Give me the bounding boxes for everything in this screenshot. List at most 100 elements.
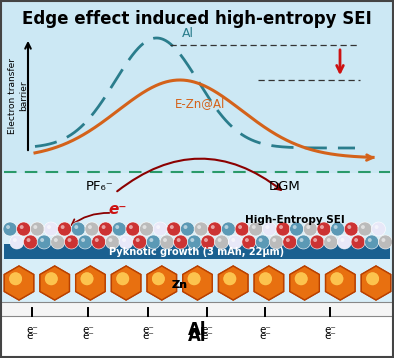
Circle shape — [204, 238, 208, 242]
Circle shape — [331, 222, 345, 236]
Circle shape — [67, 238, 71, 242]
Circle shape — [85, 222, 99, 236]
Bar — [0, 316, 394, 358]
Circle shape — [299, 238, 303, 242]
Circle shape — [249, 222, 263, 236]
Circle shape — [65, 235, 78, 249]
Circle shape — [6, 225, 10, 229]
Text: e⁻: e⁻ — [26, 325, 38, 335]
Circle shape — [92, 235, 106, 249]
Bar — [0, 0, 394, 173]
Circle shape — [61, 225, 65, 229]
Circle shape — [372, 222, 386, 236]
Circle shape — [177, 238, 180, 242]
Circle shape — [152, 272, 165, 285]
Circle shape — [13, 238, 17, 242]
Text: e⁻: e⁻ — [142, 325, 154, 335]
Circle shape — [98, 222, 113, 236]
Circle shape — [45, 272, 58, 285]
Polygon shape — [112, 266, 141, 300]
Circle shape — [194, 222, 208, 236]
Circle shape — [293, 225, 297, 229]
Circle shape — [9, 272, 22, 285]
Text: Zn: Zn — [172, 280, 188, 290]
Circle shape — [78, 235, 92, 249]
Circle shape — [24, 235, 37, 249]
Circle shape — [184, 225, 188, 229]
Circle shape — [307, 225, 310, 229]
Circle shape — [381, 238, 385, 242]
Circle shape — [10, 235, 24, 249]
Circle shape — [272, 238, 276, 242]
Circle shape — [146, 235, 160, 249]
Circle shape — [167, 222, 181, 236]
Polygon shape — [361, 266, 391, 300]
Circle shape — [259, 272, 272, 285]
Circle shape — [354, 238, 358, 242]
Text: Pyknotic growth (3 mAh, 22μm): Pyknotic growth (3 mAh, 22μm) — [110, 247, 284, 257]
Circle shape — [71, 222, 85, 236]
Polygon shape — [183, 266, 212, 300]
Polygon shape — [183, 266, 212, 300]
Polygon shape — [40, 266, 69, 300]
Polygon shape — [219, 266, 248, 300]
Circle shape — [74, 225, 78, 229]
Circle shape — [252, 225, 256, 229]
Circle shape — [366, 272, 379, 285]
Circle shape — [122, 238, 126, 242]
Circle shape — [235, 222, 249, 236]
Text: e⁻: e⁻ — [142, 331, 154, 341]
Circle shape — [320, 225, 324, 229]
Circle shape — [105, 235, 119, 249]
Polygon shape — [76, 266, 105, 300]
Circle shape — [313, 238, 317, 242]
Text: High-Entropy SEI: High-Entropy SEI — [245, 215, 345, 225]
Circle shape — [223, 272, 236, 285]
Circle shape — [296, 235, 310, 249]
Bar — [0, 302, 394, 316]
Circle shape — [174, 235, 188, 249]
Circle shape — [334, 225, 338, 229]
Circle shape — [116, 272, 129, 285]
Circle shape — [58, 222, 72, 236]
Circle shape — [26, 238, 30, 242]
Circle shape — [262, 222, 276, 236]
Polygon shape — [147, 266, 177, 300]
Circle shape — [358, 222, 372, 236]
Circle shape — [129, 225, 133, 229]
Text: DGM: DGM — [269, 180, 301, 193]
Circle shape — [95, 238, 99, 242]
Bar — [0, 173, 394, 358]
Circle shape — [201, 235, 215, 249]
Polygon shape — [4, 266, 34, 300]
Circle shape — [375, 225, 379, 229]
Circle shape — [88, 225, 92, 229]
Polygon shape — [254, 266, 284, 300]
Circle shape — [44, 222, 58, 236]
Polygon shape — [219, 266, 248, 300]
Text: Al: Al — [188, 327, 206, 345]
Circle shape — [283, 235, 297, 249]
Circle shape — [81, 238, 85, 242]
Circle shape — [17, 222, 31, 236]
Circle shape — [215, 235, 229, 249]
Circle shape — [269, 235, 283, 249]
Circle shape — [9, 272, 22, 285]
Circle shape — [340, 238, 344, 242]
Polygon shape — [361, 266, 391, 300]
Text: e⁻: e⁻ — [26, 331, 38, 341]
Circle shape — [258, 238, 262, 242]
Circle shape — [208, 222, 222, 236]
Polygon shape — [325, 266, 355, 300]
Bar — [0, 259, 394, 302]
Circle shape — [47, 225, 51, 229]
Polygon shape — [290, 266, 319, 300]
Circle shape — [187, 235, 201, 249]
Circle shape — [231, 238, 235, 242]
Circle shape — [116, 272, 129, 285]
Circle shape — [337, 235, 351, 249]
Polygon shape — [76, 266, 105, 300]
Polygon shape — [40, 266, 69, 300]
Circle shape — [170, 225, 174, 229]
Circle shape — [211, 225, 215, 229]
